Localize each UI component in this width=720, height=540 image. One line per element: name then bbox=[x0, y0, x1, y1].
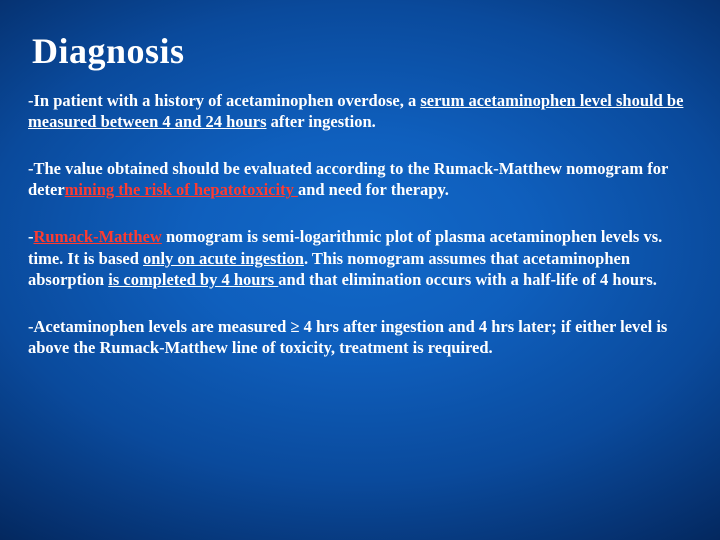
paragraph-2: -The value obtained should be evaluated … bbox=[28, 158, 692, 200]
p3-text-b-red: Rumack-Matthew bbox=[34, 227, 162, 246]
p1-text-a: -In patient with a history of acetaminop… bbox=[28, 91, 420, 110]
slide: Diagnosis -In patient with a history of … bbox=[0, 0, 720, 540]
p2-text-d: and need for therapy. bbox=[298, 180, 449, 199]
p2-text-c-red: mining the risk of hepatotoxicity bbox=[65, 180, 298, 199]
p2-text-b: deter bbox=[28, 180, 65, 199]
paragraph-3: -Rumack-Matthew nomogram is semi-logarit… bbox=[28, 226, 692, 289]
p4-text-a: -Acetaminophen levels are measured ≥ 4 h… bbox=[28, 317, 667, 357]
p3-text-d-underline: only on acute ingestion bbox=[143, 249, 304, 268]
slide-title: Diagnosis bbox=[32, 30, 692, 72]
p3-text-f-underline: is completed by 4 hours bbox=[108, 270, 278, 289]
p3-text-g: and that elimination occurs with a half-… bbox=[278, 270, 657, 289]
paragraph-1: -In patient with a history of acetaminop… bbox=[28, 90, 692, 132]
paragraph-4: -Acetaminophen levels are measured ≥ 4 h… bbox=[28, 316, 692, 358]
p2-text-a: -The value obtained should be evaluated … bbox=[28, 159, 668, 178]
p1-text-c: after ingestion. bbox=[267, 112, 376, 131]
